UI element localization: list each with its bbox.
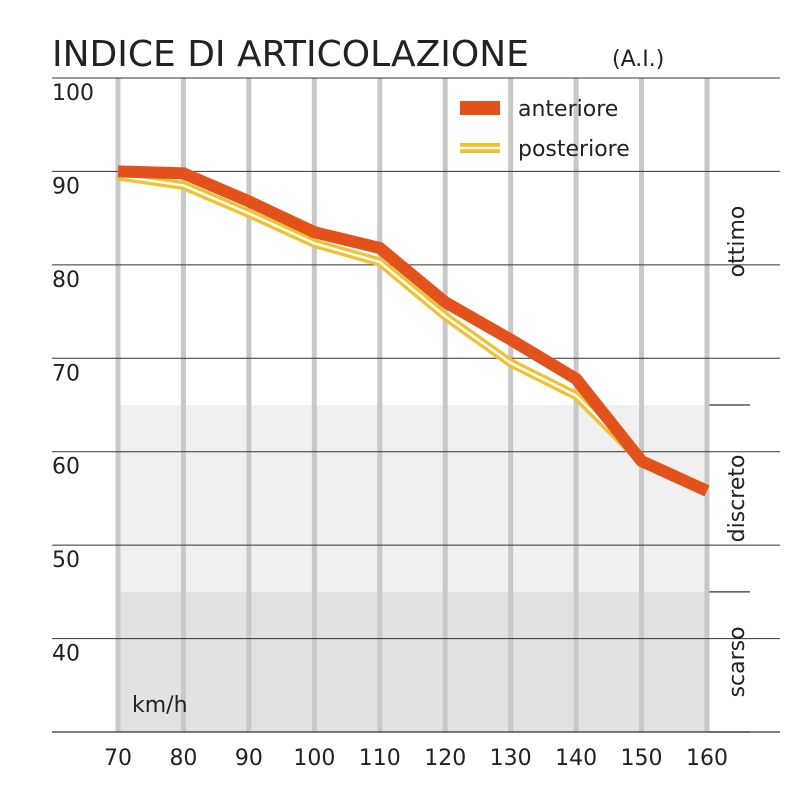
- y-tick-label: 70: [52, 361, 80, 386]
- x-tick-label: 90: [235, 746, 263, 771]
- y-tick-label: 40: [52, 642, 80, 667]
- y-tick-label: 50: [52, 548, 80, 573]
- x-axis-label: km/h: [132, 693, 188, 718]
- bands: [118, 78, 707, 732]
- band: [118, 78, 707, 405]
- y-tick-label: 90: [52, 174, 80, 199]
- legend-label: posteriore: [518, 137, 630, 162]
- band-label: scarso: [725, 626, 750, 697]
- x-tick-label: 140: [555, 746, 597, 771]
- band-label: discreto: [725, 455, 750, 543]
- legend-label: anteriore: [518, 97, 618, 122]
- legend-swatch: [460, 101, 500, 115]
- y-tick-label: 80: [52, 268, 80, 293]
- chart-title: INDICE DI ARTICOLAZIONE: [52, 34, 529, 75]
- grid: [52, 77, 780, 733]
- x-tick-label: 110: [359, 746, 401, 771]
- labels: ottimo discreto scarso 70 80 90 100 110 120 130 14…: [52, 81, 750, 771]
- x-tick-label: 160: [686, 746, 728, 771]
- chart-subtitle: (A.I.): [612, 47, 664, 72]
- x-tick-label: 80: [169, 746, 197, 771]
- line-series: [117, 165, 710, 497]
- x-tick-label: 150: [621, 746, 663, 771]
- y-tick-label: 60: [52, 455, 80, 480]
- legend-swatch-inner: [460, 146, 500, 150]
- band-label: ottimo: [725, 206, 750, 278]
- x-tick-label: 100: [293, 746, 335, 771]
- x-tick-label: 120: [424, 746, 466, 771]
- band: [118, 591, 707, 732]
- y-tick-label: 100: [52, 81, 94, 106]
- band: [118, 405, 707, 592]
- lines: [117, 165, 710, 497]
- x-tick-label: 130: [490, 746, 532, 771]
- x-tick-label: 70: [104, 746, 132, 771]
